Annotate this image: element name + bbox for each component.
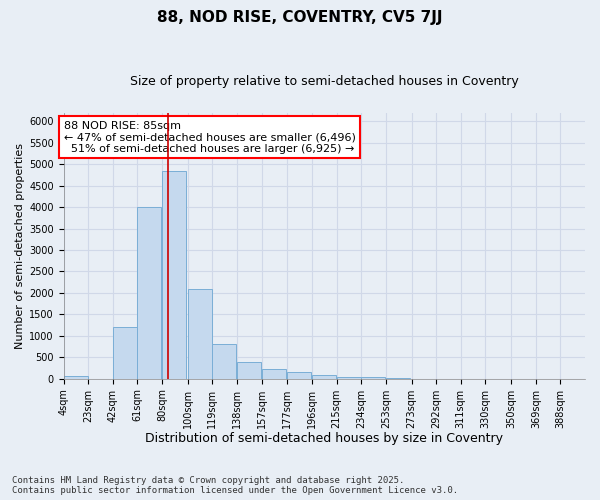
- Y-axis label: Number of semi-detached properties: Number of semi-detached properties: [15, 143, 25, 349]
- Bar: [337, 376, 361, 378]
- Bar: [212, 344, 236, 378]
- Bar: [137, 207, 161, 378]
- Bar: [113, 328, 137, 378]
- X-axis label: Distribution of semi-detached houses by size in Coventry: Distribution of semi-detached houses by …: [145, 432, 503, 445]
- Bar: [64, 376, 88, 378]
- Bar: [188, 288, 212, 378]
- Text: 88, NOD RISE, COVENTRY, CV5 7JJ: 88, NOD RISE, COVENTRY, CV5 7JJ: [157, 10, 443, 25]
- Bar: [162, 170, 186, 378]
- Bar: [262, 370, 286, 378]
- Bar: [237, 362, 261, 378]
- Bar: [287, 372, 311, 378]
- Bar: [312, 376, 336, 378]
- Text: Contains HM Land Registry data © Crown copyright and database right 2025.
Contai: Contains HM Land Registry data © Crown c…: [12, 476, 458, 495]
- Text: 88 NOD RISE: 85sqm
← 47% of semi-detached houses are smaller (6,496)
  51% of se: 88 NOD RISE: 85sqm ← 47% of semi-detache…: [64, 121, 356, 154]
- Title: Size of property relative to semi-detached houses in Coventry: Size of property relative to semi-detach…: [130, 75, 518, 88]
